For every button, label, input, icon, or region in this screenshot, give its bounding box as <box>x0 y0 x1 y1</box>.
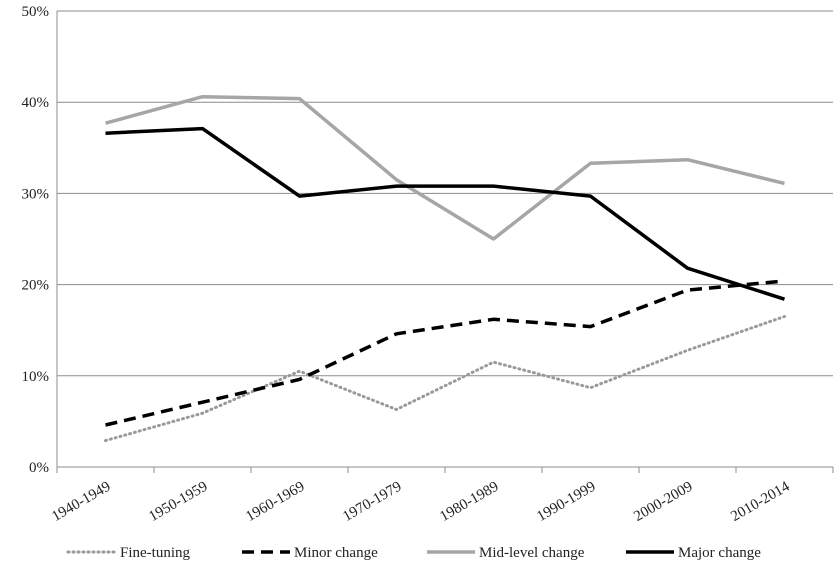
y-tick-label: 30% <box>22 186 50 202</box>
legend-item: Minor change <box>242 545 378 561</box>
x-tick-label: 1940-1949 <box>49 479 113 525</box>
legend-item: Major change <box>626 545 761 561</box>
legend-item: Fine-tuning <box>66 545 190 561</box>
x-tick-label: 2000-2009 <box>631 479 695 525</box>
grid-lines <box>57 10 833 377</box>
y-tick-label: 10% <box>22 369 50 385</box>
x-tick-label: 1990-1999 <box>534 479 598 525</box>
x-tick-label: 1970-1979 <box>340 479 404 525</box>
x-axis-tick-labels: 1940-1949 1950-1959 1960-1969 1970-1979 1980… <box>49 478 793 525</box>
legend: Fine-tuning Minor change Mid-level change M… <box>66 545 761 561</box>
x-tick-label: 1950-1959 <box>146 479 210 525</box>
series-lines <box>104 94 786 443</box>
series-line-minor-change <box>105 279 785 427</box>
series-line-fine-tuning <box>104 315 786 443</box>
x-tick-label: 1960-1969 <box>243 479 307 525</box>
legend-label: Mid-level change <box>479 545 585 561</box>
y-tick-label: 50% <box>22 4 50 20</box>
y-tick-label: 40% <box>22 95 50 111</box>
y-tick-label: 20% <box>22 278 50 294</box>
x-tick-label: 1980-1989 <box>437 479 501 525</box>
x-tick-label: 2010-2014 <box>728 478 793 525</box>
series-line-major-change <box>105 126 786 301</box>
legend-label: Major change <box>678 545 761 561</box>
legend-label: Minor change <box>294 545 378 561</box>
legend-label: Fine-tuning <box>120 545 190 561</box>
y-tick-label: 0% <box>29 460 49 476</box>
y-axis-tick-labels: 0% 10% 20% 30% 40% 50% <box>22 4 50 476</box>
legend-item: Mid-level change <box>427 545 585 561</box>
x-axis <box>56 11 834 473</box>
series-line-mid-level-change <box>105 94 785 241</box>
